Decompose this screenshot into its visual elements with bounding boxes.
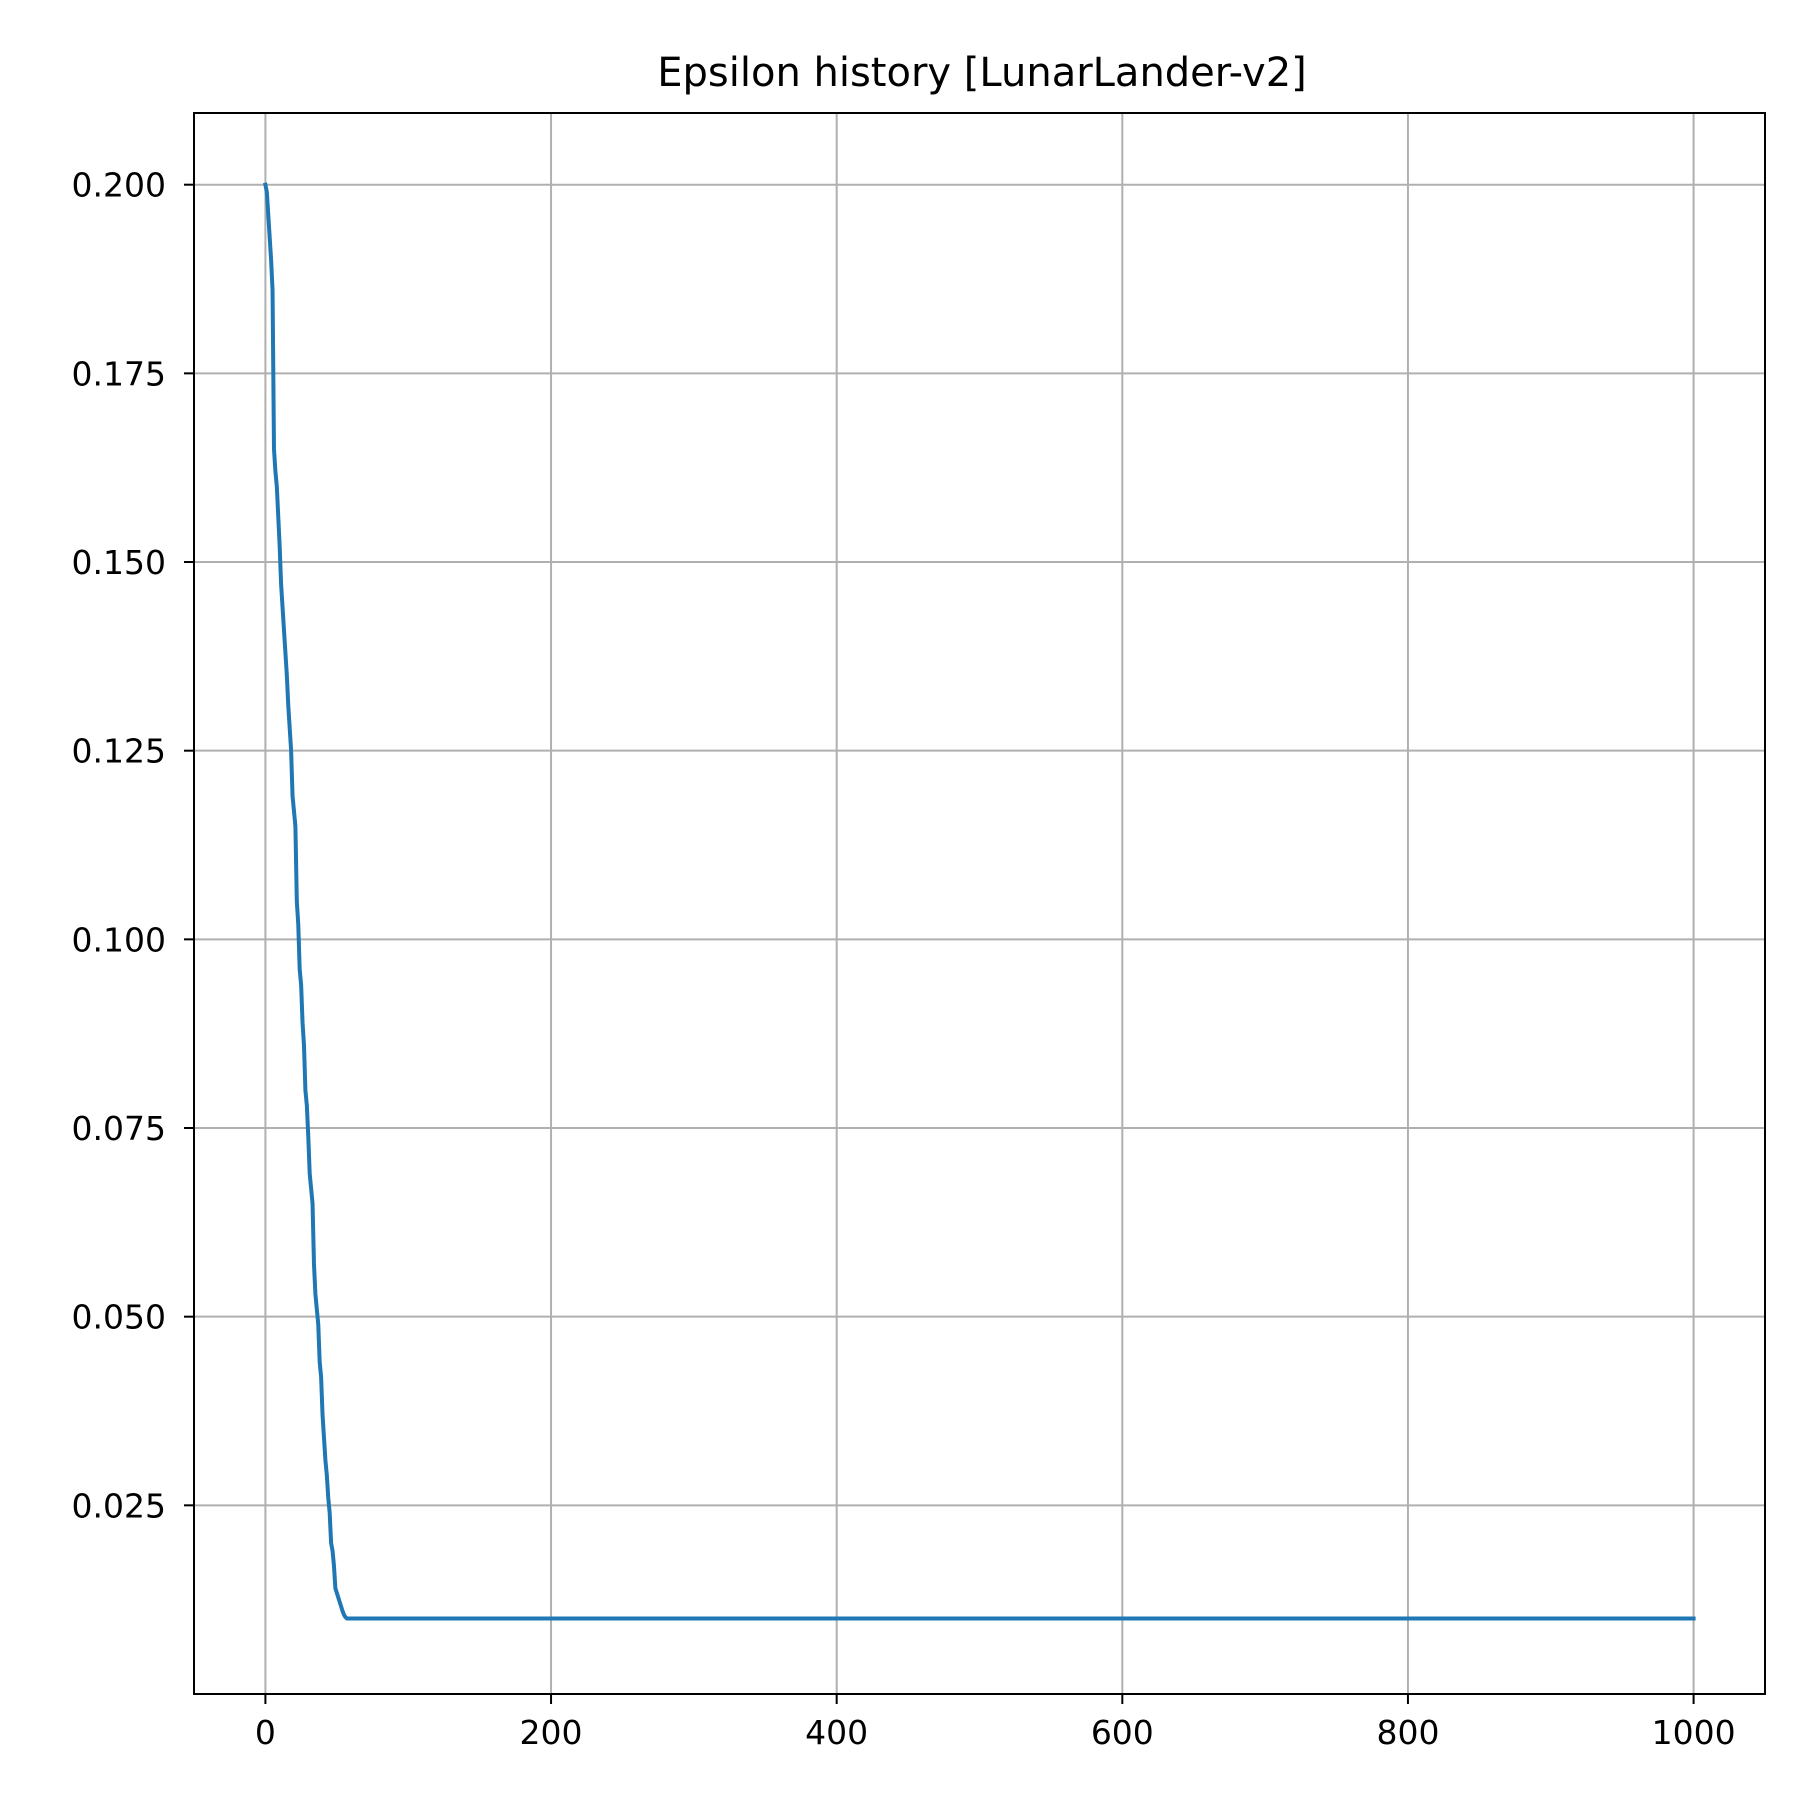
x-tick-label: 600 bbox=[1091, 1713, 1154, 1752]
x-tick-label: 1000 bbox=[1652, 1713, 1736, 1752]
plot-frame bbox=[193, 112, 1766, 1695]
series-layer bbox=[263, 182, 1696, 1621]
y-tick-label: 0.100 bbox=[72, 920, 166, 959]
y-tick-label: 0.075 bbox=[72, 1109, 166, 1148]
y-tick-label: 0.175 bbox=[72, 354, 166, 393]
y-tick-label: 0.025 bbox=[72, 1486, 166, 1525]
y-tick-label: 0.150 bbox=[72, 543, 166, 582]
chart-title: Epsilon history [LunarLander-v2] bbox=[657, 50, 1307, 96]
y-tick-label: 0.200 bbox=[72, 166, 166, 205]
y-tick-label: 0.125 bbox=[72, 732, 166, 771]
y-tick-label: 0.050 bbox=[72, 1298, 166, 1337]
tick-layer: 0 200 400 600 800 1000 0.025 0.050 0.075 0.100 0.1… bbox=[72, 166, 1736, 1752]
epsilon-series-line bbox=[263, 182, 1696, 1621]
x-tick-label: 0 bbox=[255, 1713, 276, 1752]
x-tick-label: 400 bbox=[805, 1713, 868, 1752]
x-tick-label: 200 bbox=[520, 1713, 583, 1752]
x-tick-label: 800 bbox=[1376, 1713, 1439, 1752]
grid-layer bbox=[194, 113, 1765, 1694]
